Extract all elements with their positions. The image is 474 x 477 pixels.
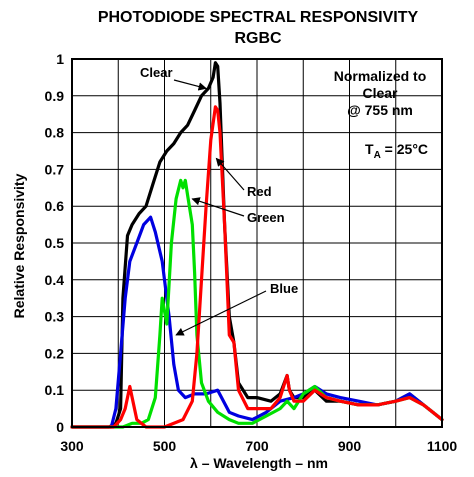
annotation-arrow-blue	[175, 290, 267, 336]
x-tick-label: 500	[153, 438, 177, 454]
y-tick-labels: 0 0.1 0.2 0.3 0.4 0.5 0.6 0.7 0.8 0.9 1	[45, 51, 65, 435]
y-tick-label: 0.8	[45, 125, 65, 141]
y-tick-label: 0	[56, 419, 64, 435]
annotation-blue: Blue	[270, 281, 298, 296]
y-tick-label: 0.5	[45, 235, 65, 251]
y-tick-label: 0.1	[45, 382, 65, 398]
y-tick-label: 0.4	[45, 272, 65, 288]
x-tick-labels: 300 500 700 900 1100	[60, 438, 457, 454]
annotation-arrow-clear	[173, 79, 207, 91]
temp-value: = 25°C	[381, 141, 428, 157]
y-tick-label: 0.3	[45, 309, 65, 325]
x-tick-label: 900	[338, 438, 362, 454]
y-tick-label: 0.7	[45, 161, 65, 177]
chart-subtitle: RGBC	[234, 30, 282, 47]
temp-t: T	[365, 141, 374, 157]
series-annotations: Clear Red Green Blue	[140, 65, 298, 336]
plot-frame	[71, 58, 443, 428]
x-tick-label: 300	[60, 438, 84, 454]
temperature-label: TA = 25°C	[365, 141, 428, 161]
normalization-note: Normalized to Clear @ 755 nm	[334, 68, 427, 118]
x-axis-label: λ – Wavelength – nm	[190, 455, 328, 471]
annotation-clear: Clear	[140, 65, 173, 80]
annotation-arrow-green	[191, 197, 245, 217]
x-tick-label: 700	[245, 438, 269, 454]
annotation-arrow-red	[215, 157, 245, 191]
annotation-green: Green	[247, 210, 285, 225]
y-axis-label: Relative Responsivity	[11, 173, 27, 318]
note-line-2: Clear	[362, 85, 398, 101]
y-tick-label: 1	[56, 51, 64, 67]
note-line-1: Normalized to	[334, 68, 427, 84]
annotation-red: Red	[247, 184, 272, 199]
y-tick-label: 0.2	[45, 345, 65, 361]
chart-title: PHOTODIODE SPECTRAL RESPONSIVITY	[98, 9, 419, 26]
y-tick-label: 0.9	[45, 88, 65, 104]
temp-subscript: A	[374, 150, 381, 161]
x-tick-label: 1100	[427, 438, 458, 454]
series-line-blue	[70, 215, 444, 429]
y-tick-label: 0.6	[45, 198, 65, 214]
note-line-3: @ 755 nm	[347, 102, 413, 118]
